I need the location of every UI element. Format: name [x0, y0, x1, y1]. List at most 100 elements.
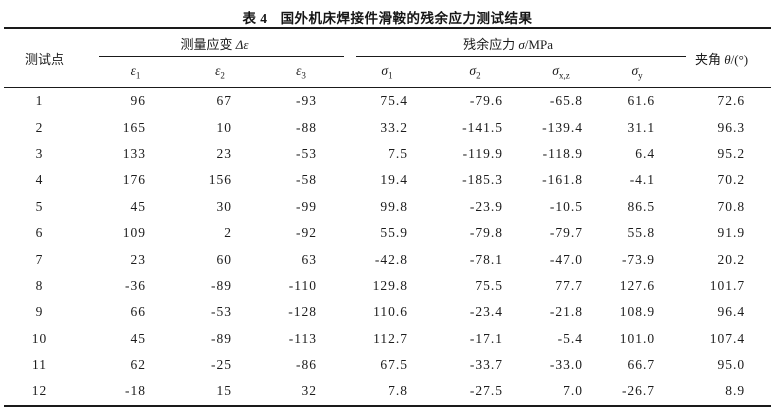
cell-test-point: 2: [35, 119, 44, 135]
table-cell: -47.0: [549, 251, 584, 267]
col-header-test-point: 测试点: [24, 51, 64, 67]
table-cell: 75.4: [380, 93, 409, 109]
col-header-epsilon1: ε1: [130, 63, 141, 81]
table-cell: -26.7: [621, 383, 656, 399]
angle-label: 夹角: [695, 51, 725, 67]
stress-group-symbol: σ: [518, 36, 525, 52]
table-cell: 60: [216, 251, 232, 267]
table-cell: -58: [296, 172, 318, 188]
col-header-sigma-y: σy: [631, 63, 643, 81]
table-cell: -89: [211, 330, 232, 346]
table-cell: 109: [122, 225, 146, 241]
table-cell: -119.9: [462, 145, 504, 161]
table-cell: 112.7: [373, 330, 409, 346]
table-number: 表 4: [242, 11, 268, 26]
table-cell: -89: [211, 277, 232, 293]
table-cell: 7.8: [388, 383, 409, 399]
table-cell: -93: [296, 93, 318, 109]
header-group-row: 测试点 测量应变 Δε 残余应力 σ/MPa 夹角 θ/(°): [4, 28, 771, 67]
table-cell: 99.8: [380, 198, 409, 214]
col-group-measured-strain: 测量应变 Δε: [85, 28, 345, 57]
table-cell: 19.4: [380, 172, 409, 188]
table-row: 6 109 2 -92 55.9 -79.8 -79.7 55.8 91.9: [4, 220, 771, 246]
table-title-text: 国外机床焊接件滑鞍的残余应力测试结果: [280, 11, 533, 26]
table-cell: -113: [288, 330, 318, 346]
table-cell: 70.8: [717, 198, 746, 214]
table-cell: 95.2: [717, 145, 746, 161]
cell-test-point: 4: [35, 172, 44, 188]
table-cell: 70.2: [717, 172, 746, 188]
table-cell: 55.8: [627, 225, 656, 241]
table-cell: 15: [216, 383, 232, 399]
col-header-epsilon3: ε3: [296, 63, 306, 81]
table-cell: -118.9: [542, 145, 584, 161]
angle-symbol: θ: [724, 51, 731, 67]
table-cell: 55.9: [380, 225, 409, 241]
table-cell: -5.4: [557, 330, 584, 346]
cell-test-point: 6: [35, 225, 44, 241]
table-cell: -10.5: [549, 198, 584, 214]
table-cell: 7.0: [563, 383, 584, 399]
table-cell: 66: [130, 304, 146, 320]
table-cell: -42.8: [374, 251, 409, 267]
table-row: 4 176 156 -58 19.4 -185.3 -161.8 -4.1 70.2: [4, 167, 771, 193]
table-cell: -33.0: [549, 357, 584, 373]
table-cell: -18: [125, 383, 146, 399]
table-cell: 176: [122, 172, 146, 188]
table-row: 10 45 -89 -113 112.7 -17.1 -5.4 101.0 107.4: [4, 326, 771, 352]
table-cell: 30: [216, 198, 232, 214]
table-cell: 67: [216, 93, 232, 109]
table-cell: 96.4: [717, 304, 746, 320]
table-cell: 10: [216, 119, 232, 135]
col-header-epsilon2: ε2: [215, 63, 225, 81]
table-cell: 96: [130, 93, 146, 109]
cell-test-point: 7: [35, 251, 44, 267]
strain-group-label: 测量应变: [180, 36, 236, 52]
table-cell: 96.3: [717, 119, 746, 135]
table-body: 1 96 67 -93 75.4 -79.6 -65.8 61.6 72.6 2 165 10 -88 3…: [4, 88, 771, 406]
header-sub-row: ε1 ε2 ε3 σ1 σ2 σx,z σy: [4, 57, 771, 88]
col-header-sigma-xz: σx,z: [552, 63, 570, 81]
table-row: 9 66 -53 -128 110.6 -23.4 -21.8 108.9 96.4: [4, 299, 771, 325]
table-cell: -53: [211, 304, 232, 320]
table-cell: -25: [211, 357, 232, 373]
table-cell: -79.8: [469, 225, 504, 241]
cell-test-point: 1: [35, 93, 44, 109]
table-cell: 8.9: [725, 383, 746, 399]
col-header-sigma2: σ2: [469, 63, 481, 81]
table-cell: 129.8: [372, 277, 409, 293]
cell-test-point: 3: [35, 145, 44, 161]
table-cell: 7.5: [388, 145, 409, 161]
table-cell: 101.0: [619, 330, 656, 346]
table-cell: 108.9: [619, 304, 656, 320]
table-cell: 107.4: [709, 330, 746, 346]
table-cell: 23: [216, 145, 232, 161]
table-cell: 156: [208, 172, 232, 188]
table-row: 2 165 10 -88 33.2 -141.5 -139.4 31.1 96.3: [4, 114, 771, 140]
table-cell: 127.6: [619, 277, 656, 293]
table-cell: 86.5: [627, 198, 656, 214]
strain-group-symbol: Δε: [235, 36, 249, 52]
table-row: 1 96 67 -93 75.4 -79.6 -65.8 61.6 72.6: [4, 88, 771, 115]
table-cell: 110.6: [373, 304, 409, 320]
table-cell: 133: [122, 145, 146, 161]
table-cell: 33.2: [380, 119, 409, 135]
table-cell: -79.7: [549, 225, 584, 241]
table-cell: -185.3: [462, 172, 504, 188]
col-group-residual-stress: 残余应力 σ/MPa: [344, 28, 687, 57]
table-cell: 61.6: [627, 93, 656, 109]
table-row: 11 62 -25 -86 67.5 -33.7 -33.0 66.7 95.0: [4, 352, 771, 378]
table-cell: -92: [296, 225, 318, 241]
table-row: 3 133 23 -53 7.5 -119.9 -118.9 6.4 95.2: [4, 141, 771, 167]
table-cell: 95.0: [717, 357, 746, 373]
table-cell: -21.8: [549, 304, 584, 320]
table-cell: -27.5: [469, 383, 504, 399]
table-cell: -161.8: [542, 172, 584, 188]
cell-test-point: 12: [31, 383, 48, 399]
table-cell: 66.7: [627, 357, 656, 373]
table-header: 测试点 测量应变 Δε 残余应力 σ/MPa 夹角 θ/(°) ε1 ε2 ε3…: [4, 28, 772, 88]
cell-test-point: 10: [31, 330, 48, 346]
table-cell: 32: [301, 383, 318, 399]
table-cell: 45: [130, 330, 146, 346]
